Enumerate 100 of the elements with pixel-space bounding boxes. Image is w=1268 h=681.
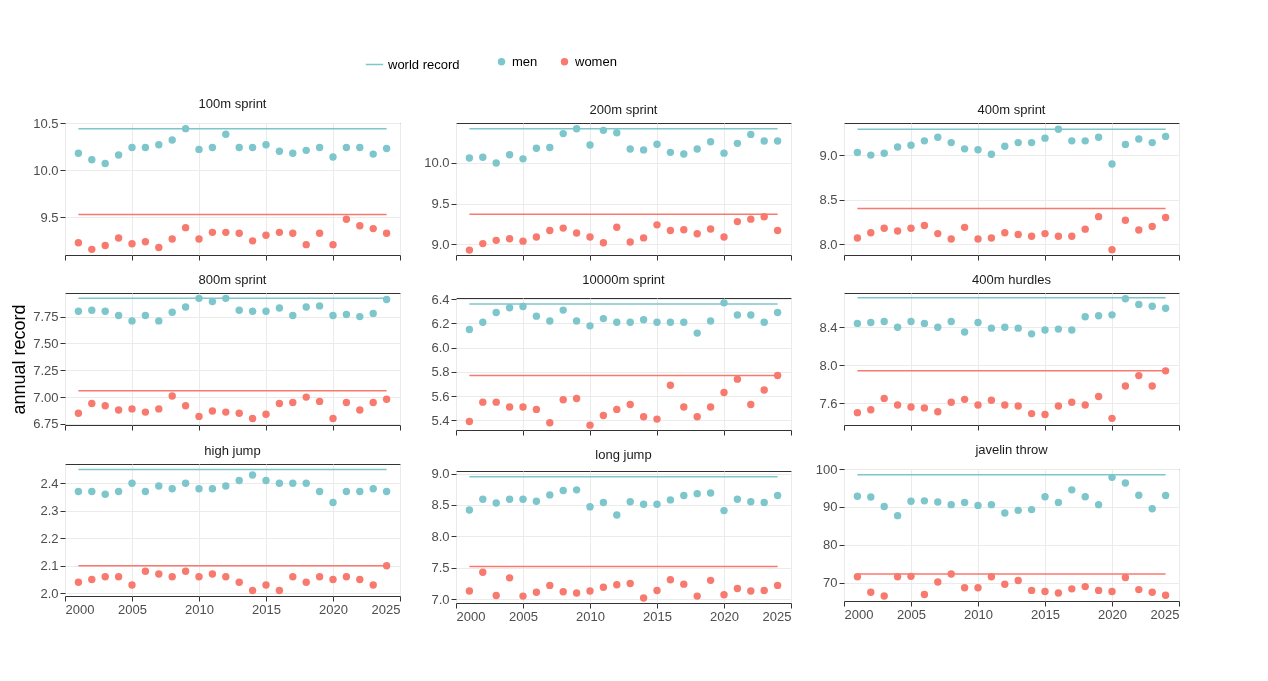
point [1148,138,1156,147]
point [1041,326,1049,334]
point [492,236,500,245]
point [1148,382,1156,390]
point [492,398,500,406]
point [248,143,257,152]
x-tick-label: 2000 [844,606,874,622]
point [315,143,324,152]
point [235,229,243,238]
point [720,149,728,157]
point [880,224,888,232]
point [720,388,728,397]
point [1081,137,1089,145]
point [382,229,391,238]
point [222,228,230,237]
point [1161,213,1170,222]
point [760,213,768,221]
point [155,243,163,252]
point [1041,134,1049,142]
point [974,318,982,327]
point [853,408,862,417]
y-tick-label: 8.0 [819,236,838,252]
point [235,409,243,417]
point [907,317,915,326]
point [880,317,888,326]
point [867,229,875,237]
point [168,392,176,400]
point [532,233,541,241]
point [867,318,875,327]
point [181,401,190,410]
point [706,317,715,325]
point [289,398,297,407]
x-tick-label: 2015 [252,601,281,617]
point [559,306,567,314]
y-tick-label: 8.4 [819,319,838,335]
point [613,129,621,137]
y-tick-label: 2.4 [40,475,59,491]
point [626,400,634,409]
point [114,406,123,414]
point [1014,138,1022,147]
point [342,310,351,319]
point [181,124,190,133]
point [720,233,728,241]
point [289,149,297,157]
point [1135,371,1143,380]
point [114,311,123,320]
chart-title: 10000m sprint [582,272,666,288]
x-tick-label: 2020 [1098,606,1127,622]
point [773,137,782,145]
point [141,238,150,246]
point [519,302,527,311]
point [626,318,634,326]
point [492,308,500,317]
y-tick-label: 6.75 [33,416,59,432]
point [1121,382,1130,390]
point [88,306,96,314]
point [235,143,243,152]
point [974,401,982,409]
point [208,228,217,237]
point [1108,414,1116,423]
point [101,401,109,410]
point [893,323,902,331]
chart-title: 200m sprint [589,102,658,117]
point [155,140,163,149]
point [934,323,942,331]
point [1054,325,1063,333]
point [907,224,915,232]
point [329,311,337,320]
point [532,405,541,414]
point [141,143,150,152]
point [369,150,377,158]
x-tick-label: 2005 [118,601,147,617]
point [222,130,230,139]
chart-title: 400m sprint [977,102,1046,117]
point [262,307,270,315]
y-tick-label: 2.2 [40,530,59,546]
point [505,151,514,159]
point [168,136,176,144]
x-tick-label: 2005 [509,608,538,624]
point [114,234,123,242]
point [369,398,377,407]
chart-title: high jump [204,443,261,458]
point [572,394,581,403]
point [519,237,527,245]
x-tick-label: 2010 [185,601,214,617]
point [920,319,929,328]
point [960,145,969,153]
y-tick-label: 7.6 [819,395,838,411]
point [128,239,136,248]
y-tick-label: 7.50 [33,335,59,351]
point [572,229,581,237]
y-tick-label: 6.4 [431,291,450,307]
point [88,245,96,254]
point [1041,229,1049,238]
point [155,317,163,325]
point [262,231,270,239]
point [479,398,487,406]
point [479,153,487,161]
point [733,139,742,148]
point [1068,326,1076,334]
